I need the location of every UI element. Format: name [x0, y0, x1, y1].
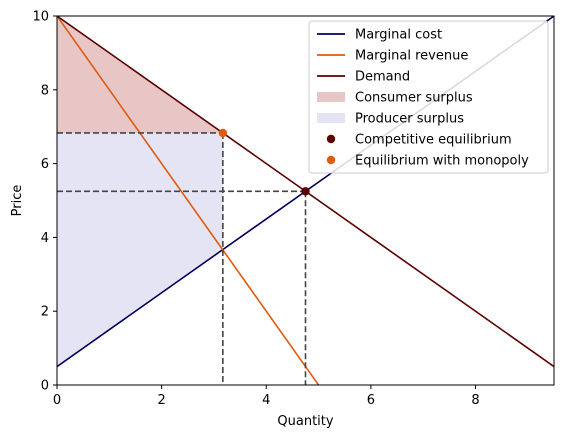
legend-item-demand: Demand — [317, 70, 410, 85]
equilibrium-points — [218, 128, 310, 196]
x-tick-label: 6 — [367, 393, 375, 408]
legend-patch-swatch — [317, 113, 345, 123]
legend-label: Consumer surplus — [355, 91, 473, 106]
legend-label: Equilibrium with monopoly — [355, 154, 529, 169]
legend: Marginal cost Marginal revenue Demand Consu… — [308, 20, 549, 174]
x-axis-ticks: 0 2 4 6 8 — [53, 385, 480, 408]
legend-marker-swatch — [326, 134, 336, 144]
legend-box — [308, 20, 549, 174]
legend-patch-swatch — [317, 92, 345, 102]
legend-item-consumer-surplus: Consumer surplus — [317, 91, 473, 106]
y-axis-ticks: 0 2 4 6 8 10 — [32, 10, 57, 394]
legend-item-equilibrium-with-monopoly: Equilibrium with monopoly — [326, 154, 529, 169]
y-tick-label: 2 — [41, 305, 49, 320]
x-tick-label: 0 — [53, 393, 61, 408]
x-tick-label: 4 — [262, 393, 270, 408]
y-tick-label: 0 — [41, 379, 49, 394]
legend-label: Demand — [355, 70, 410, 85]
x-tick-label: 2 — [157, 393, 165, 408]
legend-item-producer-surplus: Producer surplus — [317, 112, 464, 127]
legend-item-marginal-revenue: Marginal revenue — [317, 49, 468, 64]
reference-lines — [57, 132, 307, 385]
y-tick-label: 6 — [41, 157, 49, 172]
marginal-revenue-line — [57, 16, 320, 385]
x-tick-label: 8 — [471, 393, 479, 408]
legend-label: Marginal cost — [355, 28, 442, 43]
plot-frame — [56, 15, 555, 386]
competitive-equilibrium-point — [301, 187, 310, 196]
y-axis-label: Price — [10, 185, 25, 217]
legend-marker-swatch — [326, 155, 336, 165]
equilibrium-with-monopoly-point — [218, 128, 228, 138]
y-tick-label: 10 — [32, 10, 49, 25]
legend-label: Marginal revenue — [355, 49, 468, 64]
y-tick-label: 4 — [41, 231, 49, 246]
y-tick-label: 8 — [41, 83, 49, 98]
legend-label: Producer surplus — [355, 112, 464, 127]
legend-item-competitive-equilibrium: Competitive equilibrium — [326, 133, 512, 148]
x-axis-label: Quantity — [277, 414, 333, 429]
legend-item-marginal-cost: Marginal cost — [317, 28, 442, 43]
producer-surplus-area — [57, 132, 223, 367]
legend-label: Competitive equilibrium — [355, 133, 512, 148]
